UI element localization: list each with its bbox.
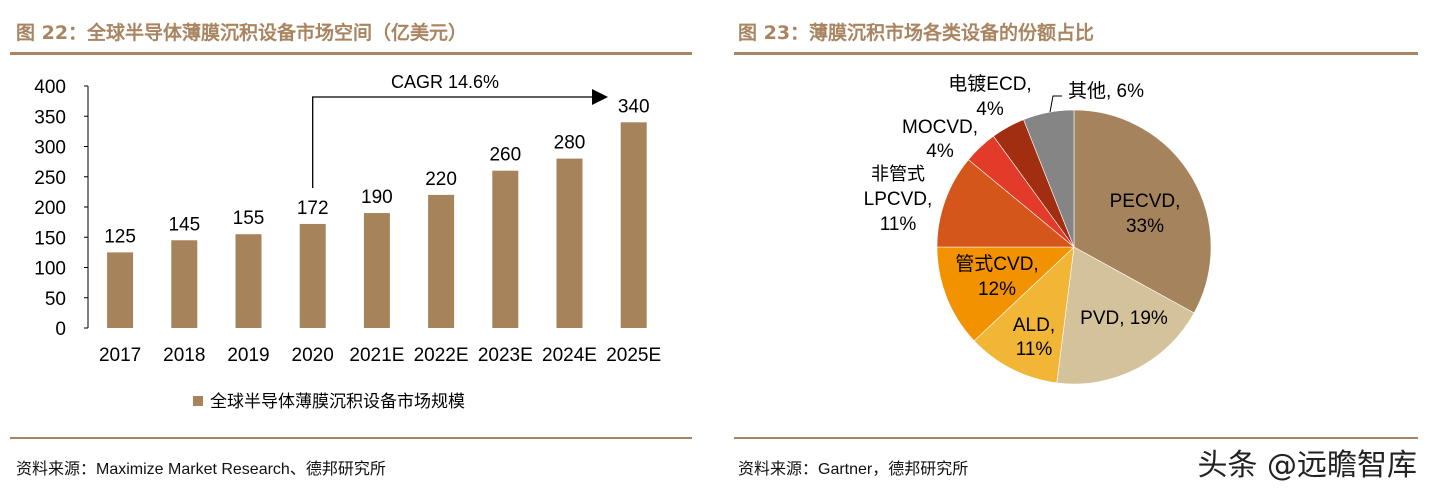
y-tick-label: 400: [34, 77, 66, 98]
bar: [556, 158, 583, 328]
pie-slice: [936, 159, 1075, 248]
watermark: 头条 @远瞻智库: [1197, 448, 1417, 483]
y-tick-label: 200: [34, 198, 66, 219]
data-label: 340: [618, 96, 650, 117]
pie-slice: [936, 246, 1075, 342]
left-source-rule: [10, 437, 692, 439]
y-tick-label: 100: [34, 259, 66, 280]
y-tick-label: 50: [45, 289, 66, 310]
slice-pct: 4%: [976, 99, 1004, 120]
bar: [235, 234, 262, 328]
x-tick-label: 2019: [227, 345, 269, 366]
data-label: 145: [168, 214, 200, 235]
y-tick-label: 350: [34, 107, 66, 128]
right-source: 资料来源：Gartner，德邦研究所: [738, 461, 969, 478]
x-tick-label: 2021E: [349, 345, 404, 366]
slice-pct: 11%: [880, 214, 917, 235]
data-label: 125: [104, 226, 136, 247]
pie-slice: [1056, 246, 1195, 385]
legend-label: 全球半导体薄膜沉积设备市场规模: [210, 392, 465, 411]
y-tick-label: 0: [55, 319, 66, 340]
bar: [171, 240, 198, 328]
right-chart-title: 图 23：薄膜沉积市场各类设备的份额占比: [738, 22, 1095, 44]
left-source: 资料来源：Maximize Market Research、德邦研究所: [16, 461, 386, 478]
data-label: 172: [297, 198, 329, 219]
left-chart-title: 图 22：全球半导体薄膜沉积设备市场空间（亿美元）: [16, 22, 468, 44]
cagr-arrow: [312, 96, 596, 188]
data-label: 260: [489, 145, 521, 166]
pie-slice: [973, 246, 1075, 384]
x-tick-label: 2023E: [478, 345, 533, 366]
pie-slice: [993, 119, 1075, 248]
slice-pct: 33%: [1126, 216, 1164, 237]
left-title-rule: [10, 52, 692, 55]
bar: [107, 252, 134, 328]
right-title-rule: [734, 52, 1418, 55]
x-tick-label: 2022E: [414, 345, 469, 366]
slice-label: 其他, 6%: [1068, 80, 1144, 102]
data-label: 190: [361, 187, 393, 208]
bar: [492, 170, 519, 328]
slice-label: ALD,: [1013, 315, 1055, 336]
x-tick-label: 2024E: [542, 345, 597, 366]
x-tick-label: 2025E: [606, 345, 661, 366]
legend-swatch: [193, 396, 203, 406]
x-tick-label: 2020: [292, 345, 334, 366]
pie-slice: [1023, 109, 1075, 248]
bar: [428, 194, 455, 328]
bar: [299, 223, 326, 328]
slice-pct: 11%: [1016, 339, 1053, 360]
slice-label: PVD, 19%: [1080, 308, 1168, 329]
slice-label: PECVD,: [1110, 191, 1181, 212]
y-tick-label: 300: [34, 138, 66, 159]
slice-label: MOCVD,: [902, 117, 978, 138]
y-tick-label: 250: [34, 168, 66, 189]
bar: [363, 213, 390, 328]
pie-slice: [1073, 109, 1212, 314]
right-source-rule: [734, 437, 1418, 439]
slice-label: 非管式: [871, 164, 925, 184]
pie-slice: [968, 135, 1075, 248]
slice-label: 管式CVD,: [955, 253, 1038, 275]
slice-pct: 4%: [926, 141, 954, 162]
slice-label: LPCVD,: [864, 189, 933, 210]
x-tick-label: 2017: [99, 345, 141, 366]
slice-label: 电镀ECD,: [948, 73, 1031, 95]
slice-pct: 12%: [978, 279, 1016, 300]
data-label: 220: [425, 169, 457, 190]
x-tick-label: 2018: [163, 345, 205, 366]
y-tick-label: 150: [34, 228, 66, 249]
data-label: 280: [554, 133, 586, 154]
data-label: 155: [233, 208, 265, 229]
leader-line: [1049, 95, 1062, 113]
bar: [620, 122, 647, 328]
bar-chart: 0 50 100 150 200 250 300 350 400 125 2017 145 2018 15…: [34, 72, 661, 411]
cagr-annotation: CAGR 14.6%: [391, 72, 499, 92]
arrow-head: [592, 89, 608, 105]
